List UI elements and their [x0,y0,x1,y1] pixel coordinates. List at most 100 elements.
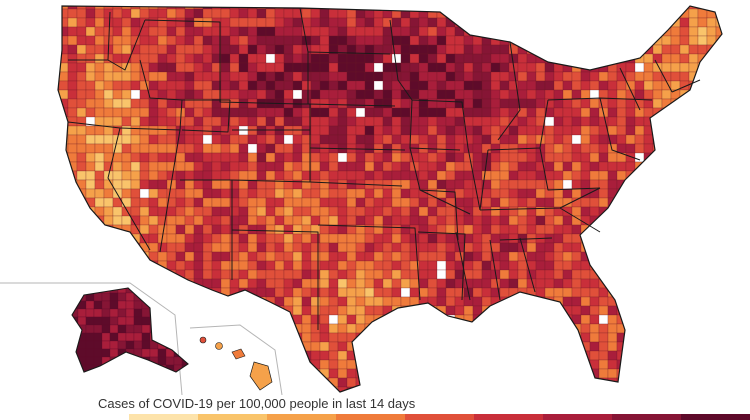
county-cell [274,161,285,172]
county-cell [562,170,573,181]
county-cell [697,125,708,136]
county-cell [193,161,204,172]
county-cell [463,89,474,100]
county-cell [418,287,429,298]
county-cell [472,107,483,118]
county-cell [148,368,159,379]
county-cell [418,323,429,334]
county-cell [445,98,456,109]
county-cell [112,161,123,172]
county-cell [697,233,708,244]
county-cell [535,26,546,37]
county-cell [598,80,609,91]
county-cell [121,242,132,253]
county-cell [598,71,609,82]
county-cell [319,35,330,46]
county-cell [643,287,654,298]
county-cell [274,215,285,226]
county-cell [148,206,159,217]
county-cell [103,143,114,154]
county-cell [301,323,312,334]
county-cell [193,53,204,64]
county-cell [670,260,681,271]
county-cell [157,287,168,298]
county-cell [103,386,114,392]
alaska-region-cell [133,332,143,342]
county-cell [418,359,429,370]
county-cell [283,206,294,217]
county-cell [94,17,105,28]
county-cell [58,17,60,28]
county-cell [571,89,582,100]
county-cell [580,377,591,388]
county-cell [535,188,546,199]
alaska-region-cell [173,288,183,294]
county-cell [319,323,330,334]
county-cell [382,152,393,163]
county-cell [706,116,717,127]
county-cell [652,161,663,172]
county-cell [391,206,402,217]
county-cell [427,116,438,127]
county-cell [310,260,321,271]
county-cell [670,215,681,226]
county-cell [715,215,722,226]
county-cell [616,359,627,370]
county-cell [634,233,645,244]
county-cell [634,386,645,392]
county-cell [202,269,213,280]
county-cell [103,116,114,127]
county-cell [391,251,402,262]
county-cell [706,341,717,352]
county-cell [634,215,645,226]
county-cell [454,8,465,19]
county-cell [553,125,564,136]
county-cell [274,134,285,145]
county-cell [562,98,573,109]
county-cell [391,269,402,280]
county-cell [616,98,627,109]
county-cell [427,215,438,226]
county-cell [661,242,672,253]
county-cell [598,233,609,244]
county-cell [76,134,87,145]
county-cell [544,44,555,55]
county-cell [58,161,60,172]
county-cell [184,296,195,307]
county-cell [499,170,510,181]
county-cell [148,224,159,235]
county-cell [184,188,195,199]
county-cell [508,98,519,109]
county-cell [643,332,654,343]
county-cell [400,233,411,244]
county-cell [157,35,168,46]
county-cell [193,224,204,235]
county-cell [643,359,654,370]
county-cell [229,215,240,226]
county-cell [616,206,627,217]
county-cell [526,35,537,46]
county-cell [265,215,276,226]
county-cell [220,197,231,208]
county-cell [202,44,213,55]
county-cell [490,323,501,334]
alaska-region-cell [141,332,151,342]
county-cell [337,35,348,46]
county-cell [94,143,105,154]
county-cell [697,368,708,379]
county-cell [661,377,672,388]
alaska-region-cell [181,348,188,358]
county-cell [103,368,114,379]
alaska-region-cell [85,316,95,326]
county-cell [706,350,717,361]
county-cell [454,323,465,334]
county-cell [643,242,654,253]
county-cell [58,341,60,352]
county-cell [499,116,510,127]
county-cell [517,314,528,325]
county-cell [598,242,609,253]
county-cell [589,260,600,271]
county-cell [580,62,591,73]
county-cell [283,8,294,19]
county-cell [319,26,330,37]
